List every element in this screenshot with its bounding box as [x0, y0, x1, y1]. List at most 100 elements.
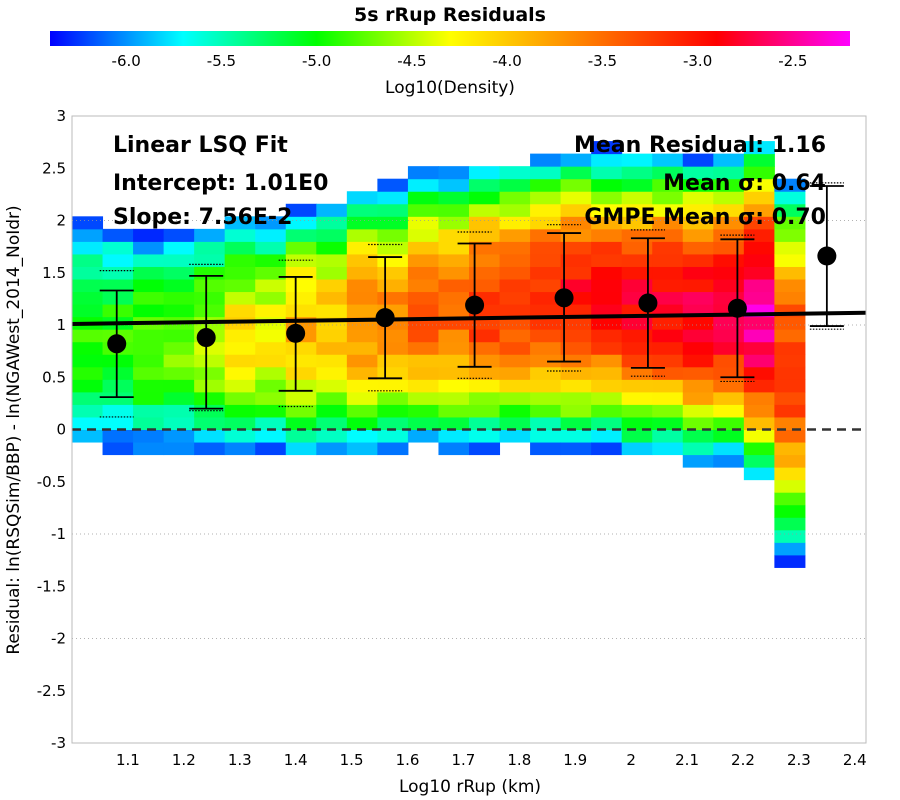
density-cell [499, 354, 531, 368]
density-cell [621, 216, 653, 230]
y-tick-label: -3 [51, 734, 66, 752]
density-cell [224, 379, 256, 393]
density-cell [774, 529, 806, 543]
density-cell [469, 228, 501, 242]
density-cell [133, 304, 165, 318]
density-cell [774, 203, 806, 217]
density-cell [743, 354, 775, 368]
density-cell [102, 253, 134, 267]
y-tick-label: -2.5 [37, 682, 66, 700]
density-cell [743, 141, 775, 155]
density-cell [407, 366, 439, 380]
density-cell [163, 291, 195, 305]
density-cell [560, 304, 592, 318]
density-cell [591, 191, 623, 205]
y-tick-label: 0.5 [42, 368, 66, 386]
density-cell [621, 316, 653, 330]
density-cell [438, 329, 470, 343]
density-cell [774, 366, 806, 380]
density-cell [316, 266, 348, 280]
plot-frame [71, 115, 867, 744]
density-cell [530, 279, 562, 293]
density-cell [774, 554, 806, 568]
density-cell [743, 266, 775, 280]
density-cell [255, 291, 287, 305]
density-cell [591, 366, 623, 380]
colorbar-tick-label: -3.5 [588, 52, 617, 70]
density-cell [407, 191, 439, 205]
density-cell [713, 379, 745, 393]
density-cell [194, 354, 226, 368]
density-cell [377, 404, 409, 418]
density-cell [194, 391, 226, 405]
density-cell [469, 253, 501, 267]
density-cell [591, 442, 623, 456]
density-cell [743, 442, 775, 456]
density-cell [652, 316, 684, 330]
density-cell [621, 329, 653, 343]
density-cell [407, 404, 439, 418]
density-cell [133, 228, 165, 242]
density-cell [682, 429, 714, 443]
density-cell [407, 166, 439, 180]
density-cell [621, 191, 653, 205]
density-cell [499, 253, 531, 267]
density-cell [255, 442, 287, 456]
density-cell [72, 279, 104, 293]
density-cell [224, 404, 256, 418]
colorbar-tick-label: -3.0 [683, 52, 712, 70]
density-cell [316, 442, 348, 456]
density-cell [163, 329, 195, 343]
density-cell [774, 241, 806, 255]
density-cell [255, 429, 287, 443]
density-cell [713, 279, 745, 293]
density-cell [133, 341, 165, 355]
density-cell [774, 228, 806, 242]
density-cell [499, 404, 531, 418]
density-cell [407, 416, 439, 430]
density-cell [530, 291, 562, 305]
density-cell [530, 153, 562, 167]
density-cell [194, 404, 226, 418]
density-cell [743, 216, 775, 230]
density-cell [530, 228, 562, 242]
density-cell [591, 404, 623, 418]
density-cell [682, 203, 714, 217]
density-cell [682, 404, 714, 418]
density-cell [285, 304, 317, 318]
density-cell [713, 191, 745, 205]
density-cell [743, 429, 775, 443]
density-cell [560, 442, 592, 456]
density-cell [713, 316, 745, 330]
density-cell [72, 216, 104, 230]
density-cell [591, 141, 623, 155]
density-cell [163, 429, 195, 443]
density-cell [163, 253, 195, 267]
density-cell [346, 391, 378, 405]
binned-error-bars [99, 182, 844, 418]
density-cell [194, 379, 226, 393]
density-cell [530, 442, 562, 456]
density-cell [530, 354, 562, 368]
density-cell [133, 241, 165, 255]
density-cell [530, 203, 562, 217]
mean-residual-point [375, 308, 395, 328]
density-cell [255, 304, 287, 318]
density-cell [163, 354, 195, 368]
y-tick-label: 0 [56, 421, 66, 439]
x-tick-label: 2.1 [675, 751, 699, 769]
density-cell [713, 241, 745, 255]
density-cell [652, 341, 684, 355]
density-cell [621, 241, 653, 255]
density-cell [316, 391, 348, 405]
density-cell [133, 279, 165, 293]
density-cell [72, 241, 104, 255]
density-cell [316, 404, 348, 418]
density-cell [407, 203, 439, 217]
density-cell [743, 241, 775, 255]
x-axis-ticks: 1.1 1.2 1.3 1.4 1.5 1.6 1.7 1.8 1.9 2 2.1 2.2 2.3 2.4 [116, 751, 867, 769]
density-cell [285, 253, 317, 267]
density-cell [713, 354, 745, 368]
y-tick-label: -1.5 [37, 577, 66, 595]
density-cell [621, 153, 653, 167]
